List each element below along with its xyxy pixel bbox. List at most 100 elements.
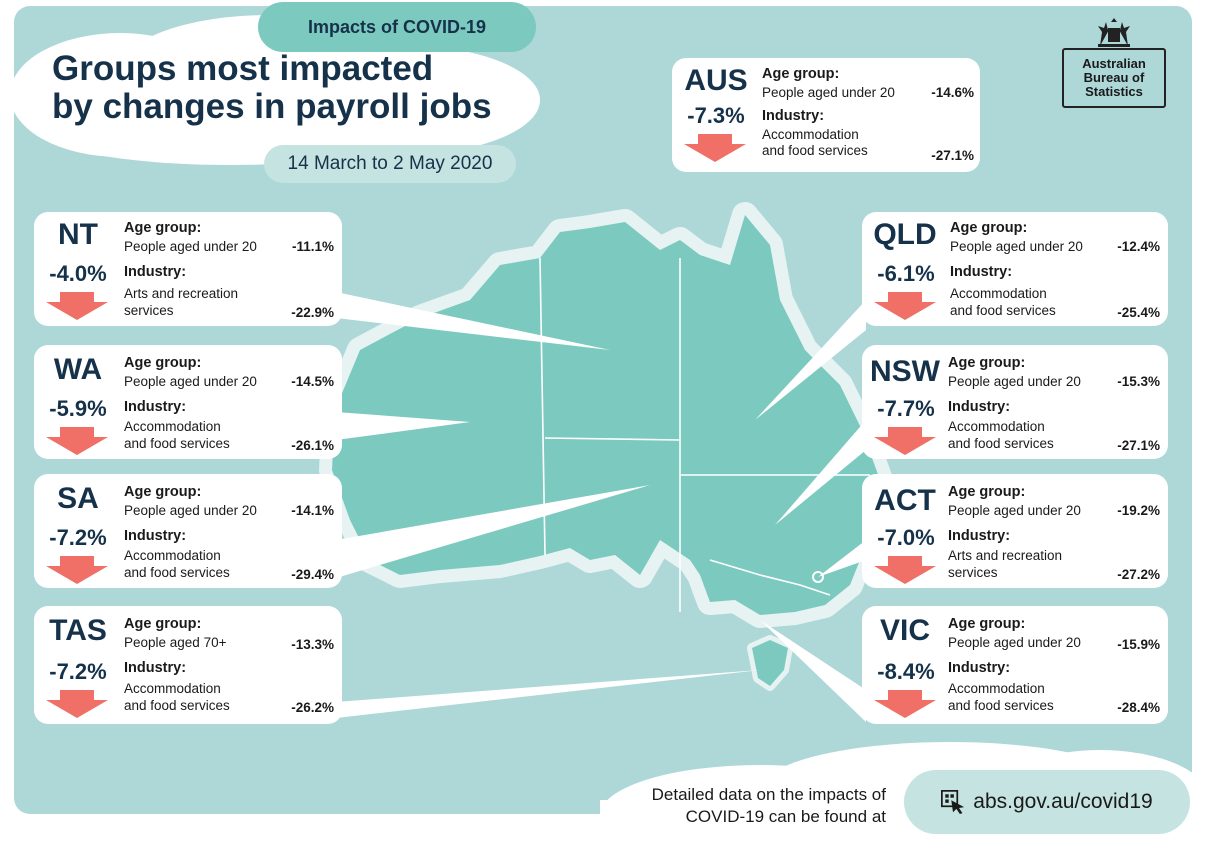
region-change: -6.1%: [877, 261, 935, 286]
region-code: WA: [53, 353, 103, 386]
down-arrow-icon: [46, 292, 108, 320]
region-change: -7.2%: [49, 525, 107, 550]
card-qld: QLD -6.1% Age group: People aged under 2…: [862, 212, 1168, 326]
logo-line-1: Australian: [1082, 56, 1146, 71]
age-group-value: -19.2%: [1117, 503, 1160, 518]
industry-value: -27.1%: [931, 148, 974, 163]
card-tas: TAS -7.2% Age group: People aged 70+ -13…: [34, 606, 342, 724]
region-change: -7.7%: [877, 396, 935, 421]
card-nsw: NSW -7.7% Age group: People aged under 2…: [862, 345, 1168, 459]
age-group-text: People aged under 20: [948, 374, 1081, 389]
industry-label: Industry:: [948, 399, 1011, 415]
industry-text-line1: Accommodation: [124, 419, 221, 434]
age-group-text: People aged under 20: [124, 503, 257, 518]
industry-label: Industry:: [124, 660, 187, 676]
region-change: -4.0%: [49, 261, 107, 286]
card-act: ACT -7.0% Age group: People aged under 2…: [862, 474, 1168, 588]
industry-value: -26.1%: [291, 438, 334, 453]
age-group-label: Age group:: [948, 355, 1026, 371]
down-arrow-icon: [46, 690, 108, 718]
age-group-text: People aged under 20: [948, 503, 1081, 518]
age-group-text: People aged under 20: [948, 635, 1081, 650]
region-code: SA: [57, 482, 99, 515]
industry-text-line1: Arts and recreation: [948, 548, 1063, 563]
industry-text-line2: and food services: [124, 565, 230, 580]
industry-label: Industry:: [124, 264, 187, 280]
industry-label: Industry:: [124, 528, 187, 544]
age-group-label: Age group:: [948, 616, 1026, 632]
industry-text-line2: and food services: [124, 436, 230, 451]
age-group-value: -14.1%: [291, 503, 334, 518]
abs-logo: Australian Bureau of Statistics: [1062, 18, 1170, 112]
industry-text-line1: Arts and recreation: [124, 286, 239, 301]
age-group-label: Age group:: [950, 220, 1028, 236]
industry-text-line1: Accommodation: [762, 127, 859, 142]
age-group-label: Age group:: [124, 220, 202, 236]
industry-value: -29.4%: [291, 567, 334, 582]
age-group-text: People aged under 20: [762, 85, 895, 100]
region-change: -7.3%: [687, 103, 745, 128]
industry-text-line1: Accommodation: [124, 681, 221, 696]
industry-label: Industry:: [762, 108, 825, 124]
region-change: -8.4%: [877, 659, 935, 684]
card-sa: SA -7.2% Age group: People aged under 20…: [34, 474, 342, 588]
industry-value: -22.9%: [291, 305, 334, 320]
badge-impacts-of-covid: Impacts of COVID-19: [258, 2, 536, 52]
industry-label: Industry:: [948, 660, 1011, 676]
click-link-icon: [941, 790, 965, 814]
card-wa: WA -5.9% Age group: People aged under 20…: [34, 345, 342, 459]
age-group-value: -15.9%: [1117, 637, 1160, 652]
down-arrow-icon: [874, 556, 936, 584]
down-arrow-icon: [46, 556, 108, 584]
age-group-text: People aged 70+: [124, 635, 227, 650]
down-arrow-icon: [684, 134, 746, 162]
industry-text-line2: and food services: [948, 698, 1054, 713]
region-code: NSW: [870, 355, 940, 388]
region-code: NT: [58, 218, 98, 251]
age-group-label: Age group:: [762, 66, 840, 82]
logo-line-3: Statistics: [1085, 84, 1143, 99]
logo-text-box: Australian Bureau of Statistics: [1062, 48, 1166, 108]
region-change: -5.9%: [49, 396, 107, 421]
industry-text-line2: and food services: [124, 698, 230, 713]
region-code: QLD: [873, 218, 937, 251]
card-vic: VIC -8.4% Age group: People aged under 2…: [862, 606, 1168, 724]
footer-text-line-1: Detailed data on the impacts of: [651, 785, 886, 804]
industry-text-line1: Accommodation: [124, 548, 221, 563]
industry-text-line2: services: [948, 565, 998, 580]
age-group-value: -11.1%: [291, 239, 334, 254]
age-group-label: Age group:: [124, 355, 202, 371]
region-code: TAS: [49, 614, 107, 647]
down-arrow-icon: [874, 427, 936, 455]
abs-covid-link[interactable]: abs.gov.au/covid19: [904, 770, 1190, 834]
region-code: AUS: [684, 64, 748, 97]
industry-label: Industry:: [124, 399, 187, 415]
industry-text-line2: and food services: [948, 436, 1054, 451]
industry-text-line1: Accommodation: [948, 419, 1045, 434]
coat-of-arms-icon: [1098, 18, 1130, 47]
title-line-2: by changes in payroll jobs: [52, 87, 492, 126]
industry-value: -25.4%: [1117, 305, 1160, 320]
age-group-value: -13.3%: [291, 637, 334, 652]
industry-text-line2: services: [124, 303, 174, 318]
age-group-label: Age group:: [124, 484, 202, 500]
industry-text-line2: and food services: [950, 303, 1056, 318]
title-line-1: Groups most impacted: [52, 49, 434, 88]
age-group-value: -12.4%: [1117, 239, 1160, 254]
age-group-value: -15.3%: [1117, 374, 1160, 389]
australia-map: [319, 202, 893, 691]
age-group-label: Age group:: [124, 616, 202, 632]
footer-link-text[interactable]: abs.gov.au/covid19: [973, 790, 1153, 813]
industry-value: -27.2%: [1117, 567, 1160, 582]
down-arrow-icon: [874, 690, 936, 718]
age-group-text: People aged under 20: [950, 239, 1083, 254]
age-group-value: -14.6%: [931, 85, 974, 100]
industry-text-line1: Accommodation: [950, 286, 1047, 301]
region-code: VIC: [879, 614, 930, 647]
date-range: 14 March to 2 May 2020: [264, 145, 516, 183]
footer-text: Detailed data on the impacts of COVID-19…: [580, 784, 886, 828]
logo-line-2: Bureau of: [1083, 70, 1145, 85]
region-code: ACT: [874, 484, 936, 517]
region-change: -7.2%: [49, 659, 107, 684]
footer-text-line-2: COVID-19 can be found at: [685, 807, 886, 826]
